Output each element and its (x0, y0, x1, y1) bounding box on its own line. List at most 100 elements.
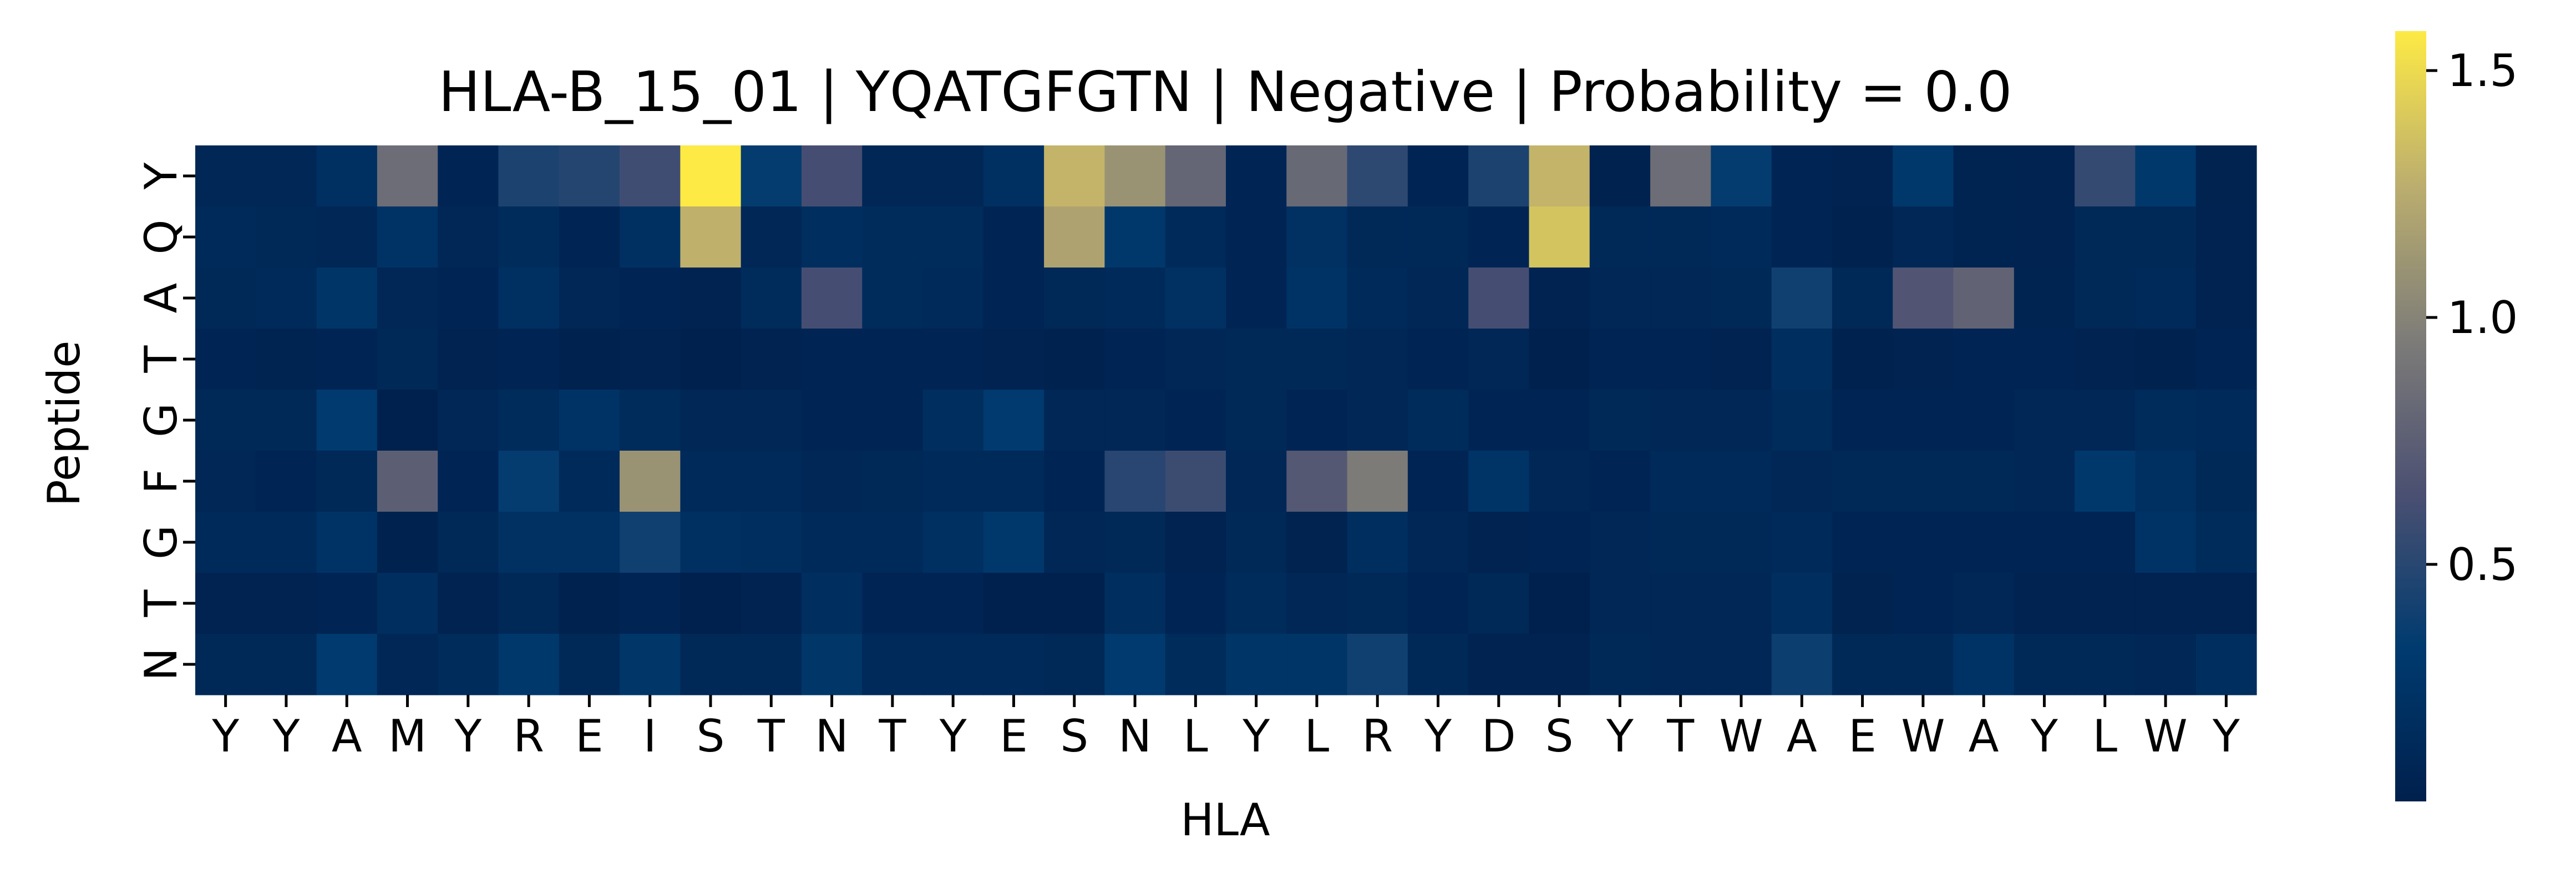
heatmap-cell (2075, 573, 2136, 634)
heatmap-cell (559, 512, 620, 573)
heatmap-cell (1589, 390, 1651, 451)
heatmap-cell (1893, 206, 1954, 268)
x-tick-label: T (757, 710, 785, 762)
heatmap-cell (1832, 145, 1893, 207)
heatmap-cell (195, 634, 256, 695)
x-tick-label: T (1666, 710, 1695, 762)
heatmap-cell (2014, 451, 2075, 512)
heatmap-cell (377, 634, 438, 695)
heatmap-cell (2135, 268, 2197, 329)
heatmap-cell (801, 206, 863, 268)
x-tick-label: E (575, 710, 604, 762)
heatmap-cell (741, 634, 802, 695)
heatmap-cell (195, 145, 256, 207)
x-tick-label: N (815, 710, 849, 762)
x-tick-label: Y (2030, 710, 2058, 762)
y-tick-label: N (135, 648, 187, 681)
heatmap-cell (1407, 573, 1469, 634)
heatmap-cell (1226, 268, 1287, 329)
heatmap-cell (1468, 512, 1530, 573)
heatmap-cell (1832, 329, 1893, 390)
heatmap-cell (2195, 451, 2257, 512)
heatmap-cell (1104, 145, 1166, 207)
heatmap-cell (256, 634, 317, 695)
heatmap-cell (256, 512, 317, 573)
colorbar-tick-label: 0.5 (2447, 539, 2518, 591)
heatmap-cell (1650, 329, 1711, 390)
colorbar-gradient (2395, 31, 2426, 801)
heatmap-cell (1650, 451, 1711, 512)
heatmap-cell (680, 634, 742, 695)
heatmap-cell (1165, 451, 1226, 512)
x-tick-label: A (1969, 710, 1999, 762)
heatmap-cell (316, 573, 378, 634)
heatmap-cell (862, 451, 924, 512)
heatmap-cell (1468, 206, 1530, 268)
heatmap-cell (316, 329, 378, 390)
x-tick-label: S (1060, 710, 1088, 762)
heatmap-cell (1286, 573, 1348, 634)
x-tick-label: L (2092, 710, 2117, 762)
heatmap-cell (741, 573, 802, 634)
x-tick-label: Y (1424, 710, 1452, 762)
heatmap-cell (1226, 573, 1287, 634)
heatmap-cell (1771, 390, 1833, 451)
heatmap-cell (1347, 268, 1408, 329)
y-tick-label: A (135, 282, 187, 313)
heatmap-cell (195, 451, 256, 512)
heatmap-cell (1226, 329, 1287, 390)
heatmap-cell (256, 268, 317, 329)
heatmap-cell (2135, 573, 2197, 634)
heatmap-cell (2075, 206, 2136, 268)
heatmap-cell (256, 573, 317, 634)
heatmap-cell (2195, 145, 2257, 207)
heatmap-cell (2075, 451, 2136, 512)
y-axis-label: Peptide (38, 341, 90, 507)
heatmap-cell (438, 390, 499, 451)
heatmap-cell (1286, 329, 1348, 390)
heatmap-cell (2014, 268, 2075, 329)
heatmap-cell (1771, 145, 1833, 207)
heatmap-cell (680, 145, 742, 207)
x-tick-label: R (513, 710, 544, 762)
heatmap-cell (1529, 329, 1590, 390)
heatmap-cell (2195, 390, 2257, 451)
heatmap-cell (1468, 634, 1530, 695)
heatmap-cell (438, 634, 499, 695)
heatmap-cell (1650, 390, 1711, 451)
heatmap-cell (498, 512, 560, 573)
heatmap-cell (1286, 390, 1348, 451)
x-tick-label: N (1118, 710, 1152, 762)
heatmap-cell (1953, 145, 2015, 207)
heatmap-cell (983, 634, 1044, 695)
heatmap-cell (377, 573, 438, 634)
heatmap-cell (316, 145, 378, 207)
heatmap-cell (801, 512, 863, 573)
heatmap-cell (1893, 573, 1954, 634)
heatmap-cell (2135, 145, 2197, 207)
heatmap-cell (2014, 634, 2075, 695)
x-tick-label: R (1362, 710, 1393, 762)
y-tick-label: G (135, 403, 187, 437)
heatmap-cell (620, 329, 681, 390)
heatmap-cell (2075, 634, 2136, 695)
heatmap-cell (438, 512, 499, 573)
heatmap-cell (1044, 634, 1106, 695)
heatmap-cell (1589, 451, 1651, 512)
heatmap-cell (1226, 451, 1287, 512)
heatmap-cell (377, 329, 438, 390)
heatmap-cell (1771, 268, 1833, 329)
heatmap-cell (1226, 512, 1287, 573)
x-tick-label: W (2144, 710, 2188, 762)
heatmap-cell (377, 390, 438, 451)
heatmap-cell (377, 145, 438, 207)
heatmap-cell (1893, 145, 1954, 207)
heatmap-cell (1226, 145, 1287, 207)
heatmap-cell (1468, 451, 1530, 512)
heatmap-cell (2135, 206, 2197, 268)
heatmap-cell (256, 329, 317, 390)
heatmap-cell (2075, 390, 2136, 451)
heatmap-cell (1468, 145, 1530, 207)
heatmap-cell (1589, 329, 1651, 390)
